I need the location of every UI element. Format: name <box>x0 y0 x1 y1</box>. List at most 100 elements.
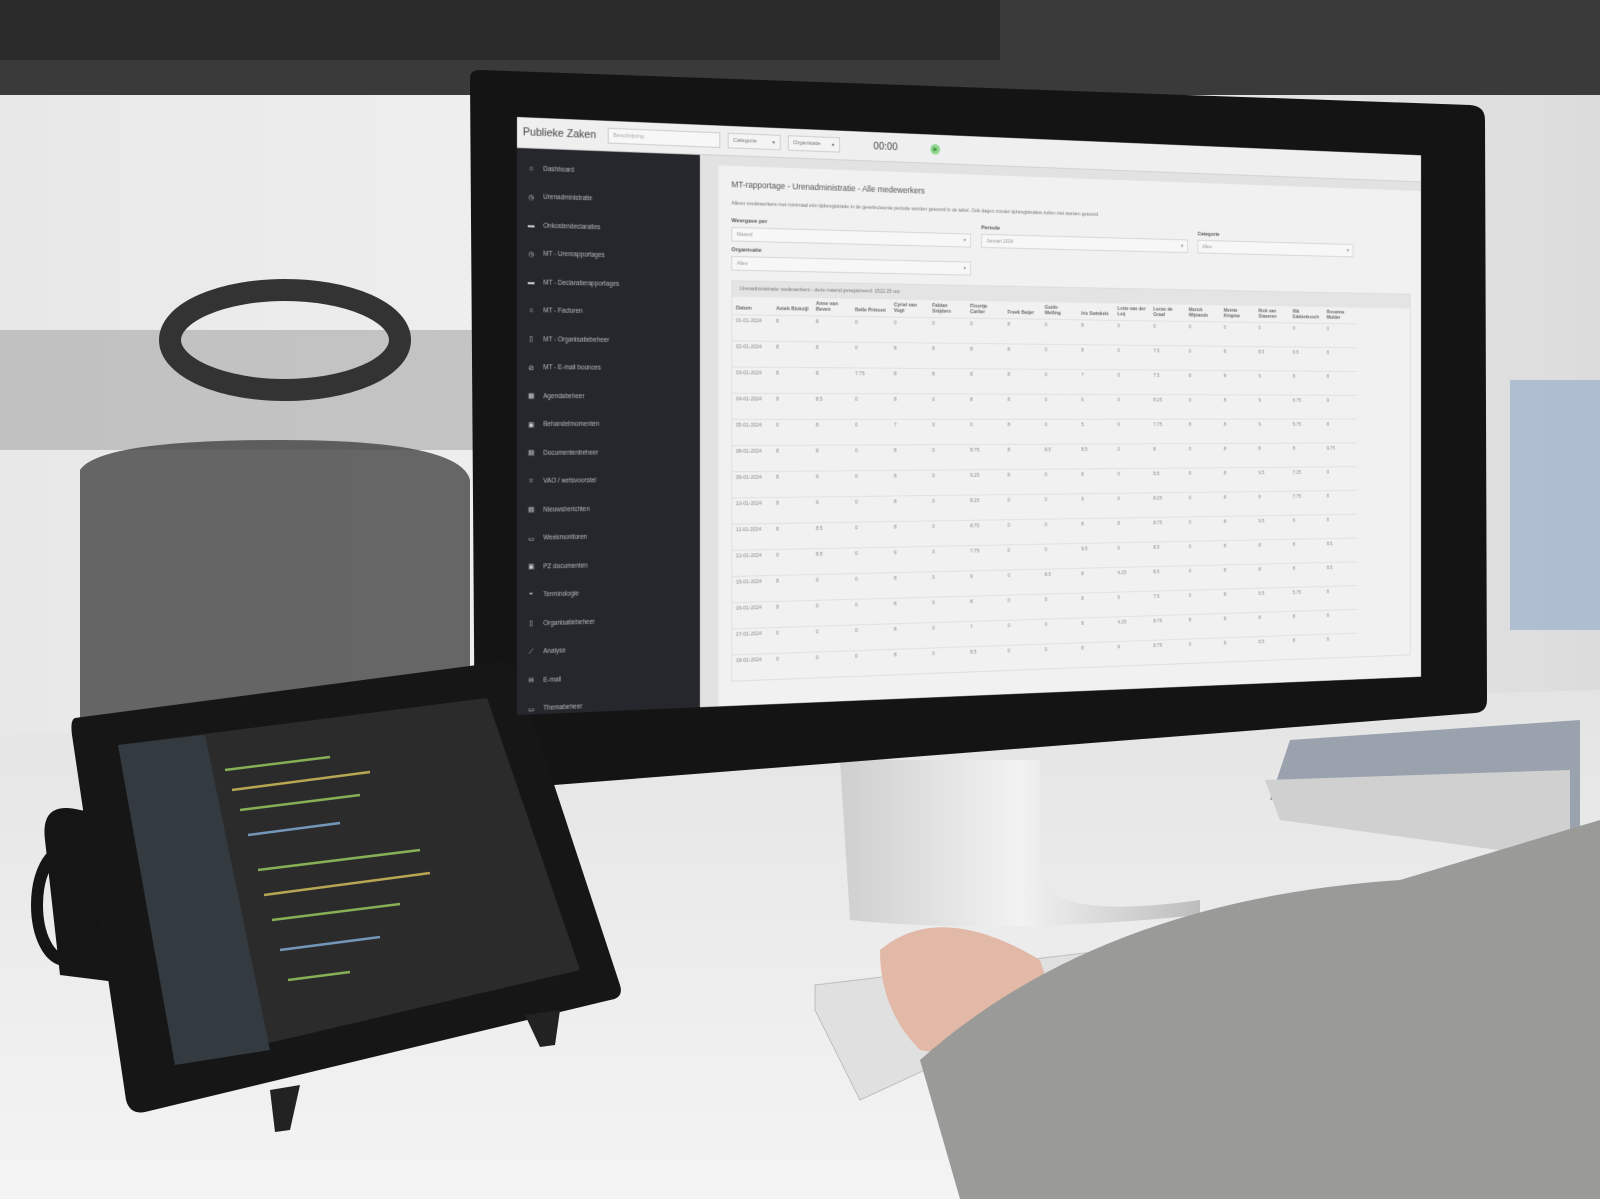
hours-cell: 0 <box>928 419 967 445</box>
column-header-employee[interactable]: Rick van Staveren <box>1258 308 1277 320</box>
hours-cell: 7.75 <box>1150 419 1186 444</box>
column-header-datum[interactable]: Datum <box>735 305 752 312</box>
sidebar-item-mt-urenrapportages[interactable]: ◷ MT - Urenrapportages <box>517 240 700 272</box>
hours-table: Datum Aniek Blokzijl Anne van Beven Belle P… <box>732 297 1358 681</box>
hours-cell: 0 <box>851 598 891 626</box>
column-header-employee[interactable]: Lotte van der Leij <box>1117 306 1146 318</box>
hours-cell: 5.75 <box>1289 419 1324 444</box>
organisation-select[interactable]: Organisatie ▾ <box>787 135 840 153</box>
hours-cell: 7.5 <box>1150 590 1186 616</box>
hours-cell: 8 <box>928 343 967 369</box>
hours-cell: 8 <box>1004 343 1042 370</box>
column-header-employee[interactable]: Iris Swinkels <box>1081 311 1109 318</box>
play-icon[interactable]: ▶ <box>930 143 941 155</box>
sidebar-item-mt-organisatiebeheer[interactable]: ▯ MT - Organisatiebeheer <box>517 325 700 355</box>
hours-cell: 0 <box>1041 394 1078 420</box>
sidebar-item-label: Themabeheer <box>543 703 583 713</box>
hours-cell: 8 <box>1077 641 1115 668</box>
hours-cell: 0 <box>1114 369 1151 395</box>
hours-cell: 8 <box>1185 370 1221 395</box>
hours-cell: 8 <box>1323 490 1358 515</box>
organisatie-select[interactable]: Alles ▾ <box>731 256 971 276</box>
date-cell: 10-01-2024 <box>732 497 773 525</box>
sidebar-item-label: MT - Declaratierapportages <box>543 279 620 288</box>
hours-cell: 0 <box>851 342 891 369</box>
hours-cell: 0 <box>1041 419 1078 445</box>
hours-cell: 9 <box>1255 491 1290 516</box>
hours-cell: 9 <box>1323 395 1358 420</box>
hours-cell: 8 <box>772 315 813 342</box>
sidebar-item-mt-declaratierapportages[interactable]: ▬ MT - Declaratierapportages <box>517 268 700 300</box>
column-header-employee[interactable]: Rosanne Mulder <box>1326 309 1345 321</box>
hours-cell: 0 <box>928 444 967 471</box>
column-header-employee[interactable]: Belle Prinsen <box>855 307 886 314</box>
column-header-employee[interactable]: Guido Welling <box>1044 304 1061 317</box>
hours-cell: 0 <box>1114 419 1151 444</box>
hours-cell: 0 <box>1041 369 1078 395</box>
date-cell: 04-01-2024 <box>732 393 773 420</box>
sidebar-item-label: MT - E-mail bounces <box>543 364 601 372</box>
hours-cell: 9.5 <box>1255 587 1290 613</box>
hours-cell: 6.75 <box>1289 395 1324 420</box>
date-cell: 05-01-2024 <box>732 419 773 446</box>
column-header-employee[interactable]: Aniek Blokzijl <box>776 306 809 313</box>
sidebar-item-pz-documenten[interactable]: ▣ PZ documenten <box>517 549 700 581</box>
hours-cell: 8 <box>772 522 813 550</box>
hours-panel: Urenadministratie medewerkers - deze maa… <box>731 280 1411 682</box>
weergave-select[interactable]: Maand ▾ <box>731 226 971 248</box>
column-header-employee[interactable]: Fabian Snijders <box>932 303 951 315</box>
hours-cell: 0 <box>772 548 813 576</box>
hours-cell: 0 <box>1041 518 1078 545</box>
hours-cell: 8 <box>1185 613 1221 640</box>
column-header-employee[interactable]: Meinte Kingma <box>1223 308 1240 320</box>
chevron-down-icon: ▾ <box>1180 243 1184 249</box>
date-cell: 01-01-2024 <box>732 314 773 342</box>
hours-cell: 0 <box>1220 321 1256 347</box>
hours-cell: 8.5 <box>1041 444 1078 470</box>
periode-select[interactable]: Januari 2024 ▾ <box>981 233 1188 254</box>
sidebar-item-vao-wetsvoorstel[interactable]: ⌗ VAO / wetsvoorstel <box>517 466 700 496</box>
timer-display: 00:00 <box>873 140 898 153</box>
hours-cell: 8 <box>1289 634 1324 660</box>
hours-cell: 0 <box>851 572 891 600</box>
sidebar-item-behandelmomenten[interactable]: ▣ Behandelmomenten <box>517 411 700 440</box>
column-header-employee[interactable]: Freek Beijer <box>1007 309 1035 316</box>
column-header-employee[interactable]: Anne van Beven <box>815 301 838 313</box>
hours-cell: 8 <box>1289 562 1324 588</box>
description-input[interactable]: Beschrijving <box>607 127 721 148</box>
sidebar-item-onkostendeclaraties[interactable]: ▬ Onkostendeclaraties <box>517 211 700 244</box>
column-header-employee[interactable]: Floortje Carlier <box>970 303 988 316</box>
sidebar-item-label: MT - Urenrapportages <box>543 250 605 260</box>
category-select[interactable]: Categorie ▾ <box>727 132 781 151</box>
filters: Weergave per Maand ▾ Periode Januari 2024… <box>731 218 1410 285</box>
hours-cell: 8.5 <box>1041 568 1078 595</box>
sidebar-item-mt-facturen[interactable]: ⌂ MT - Facturen <box>517 297 700 328</box>
column-header-employee[interactable]: Lucas de Graaf <box>1153 306 1173 318</box>
hours-cell: 0 <box>851 547 891 574</box>
folder-icon: ▭ <box>527 706 535 714</box>
hours-cell: 0 <box>1114 345 1151 371</box>
column-header-employee[interactable]: Rik Edelenbosch <box>1292 309 1320 321</box>
hours-cell: 8 <box>1150 443 1186 469</box>
sidebar-item-nieuwsberichten[interactable]: ▤ Nieuwsberichten <box>517 494 700 525</box>
sidebar-item-mt-e-mail-bounces[interactable]: ⊘ MT - E-mail bounces <box>517 354 700 383</box>
column-header-employee[interactable]: Cyriel van Vugt <box>893 302 917 314</box>
hours-cell: 0 <box>772 652 813 680</box>
sidebar-item-documentenbeheer[interactable]: ▤ Documentenbeheer <box>517 438 700 467</box>
hours-cell: 9.25 <box>966 469 1005 496</box>
date-cell: 03-01-2024 <box>732 367 773 394</box>
hours-cell: 8 <box>890 571 929 599</box>
hours-cell: 9 <box>1323 466 1358 491</box>
hours-cell: 0 <box>928 646 967 674</box>
app-brand[interactable]: Publieke Zaken <box>522 126 597 142</box>
hours-cell: 7 <box>966 620 1005 647</box>
sidebar-item-agendabeheer[interactable]: ▦ Agendabeheer <box>517 382 700 411</box>
hours-cell: 0 <box>890 317 929 344</box>
categorie-select[interactable]: Alles ▾ <box>1197 239 1354 258</box>
column-header-employee[interactable]: Marick Wijnands <box>1188 307 1209 319</box>
hours-cell: 0 <box>1041 468 1078 495</box>
hours-cell: 7 <box>1077 369 1115 395</box>
hours-cell: 8 <box>1077 592 1115 619</box>
sidebar-item-weekmonitoren[interactable]: ▭ Weekmonitoren <box>517 522 700 553</box>
hours-cell: 0 <box>928 495 967 521</box>
